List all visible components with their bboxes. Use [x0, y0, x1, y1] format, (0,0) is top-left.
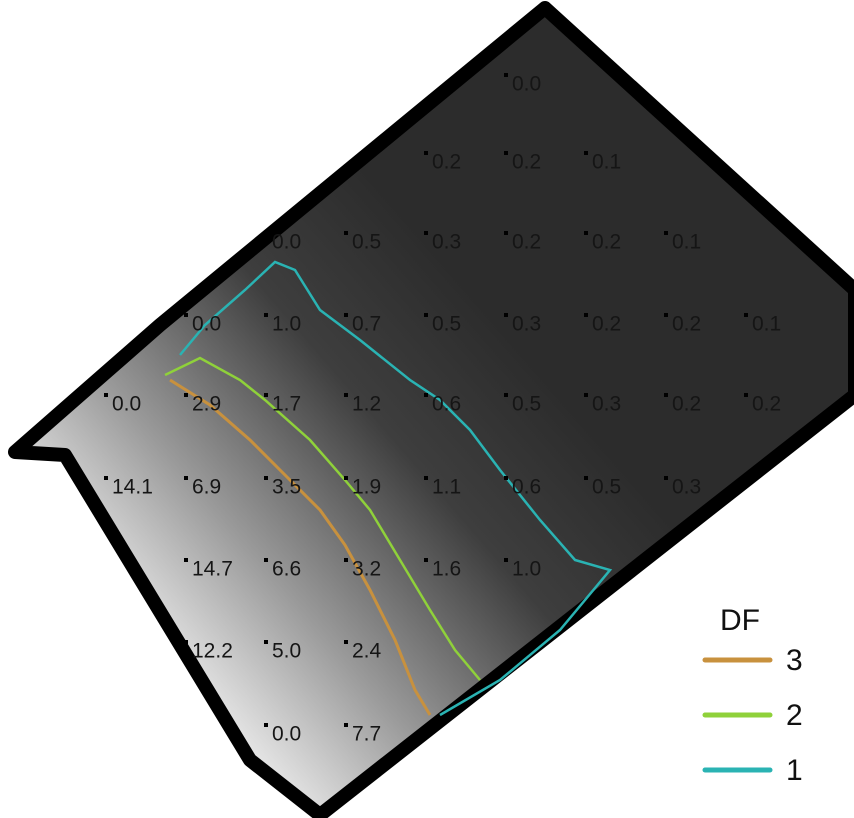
grid-point	[264, 723, 268, 727]
df-value: 0.2	[752, 393, 781, 416]
df-value: 7.7	[352, 723, 381, 746]
df-value: 0.5	[512, 393, 541, 416]
grid-point	[424, 313, 428, 317]
grid-point	[504, 313, 508, 317]
df-value: 0.3	[672, 476, 701, 499]
df-value: 0.3	[512, 313, 541, 336]
grid-point	[744, 313, 748, 317]
df-value: 0.2	[512, 231, 541, 254]
df-value: 3.2	[352, 558, 381, 581]
grid-point	[664, 393, 668, 397]
grid-point	[504, 558, 508, 562]
grid-point	[424, 558, 428, 562]
grid-point	[424, 231, 428, 235]
grid-point	[344, 393, 348, 397]
df-value: 14.7	[192, 558, 233, 581]
grid-point	[264, 476, 268, 480]
df-value: 0.1	[592, 151, 621, 174]
grid-point	[584, 393, 588, 397]
df-value: 1.9	[352, 476, 381, 499]
df-value: 0.6	[432, 393, 461, 416]
grid-point	[184, 393, 188, 397]
df-value: 0.5	[432, 313, 461, 336]
df-value: 0.2	[672, 313, 701, 336]
grid-point	[184, 313, 188, 317]
df-value: 0.5	[352, 231, 381, 254]
daylight-map: DF 0.0 0.2 0.2 0.1 0.0 0.5 0.3 0.2 0.2 0.1 0.0 1.0 0…	[0, 0, 854, 818]
df-value: 0.1	[752, 313, 781, 336]
df-value: 5.0	[272, 640, 301, 663]
df-value: 1.0	[272, 313, 301, 336]
df-value: 1.2	[352, 393, 381, 416]
grid-point	[184, 640, 188, 644]
grid-point	[264, 313, 268, 317]
df-value: 2.4	[352, 640, 382, 663]
grid-point	[424, 476, 428, 480]
df-value: 3.5	[272, 476, 301, 499]
df-value: 0.0	[272, 723, 301, 746]
grid-point	[664, 313, 668, 317]
grid-point	[184, 476, 188, 480]
df-value: 1.7	[272, 393, 301, 416]
grid-point	[344, 476, 348, 480]
grid-point	[424, 393, 428, 397]
df-value: 0.2	[512, 151, 541, 174]
df-value: 0.0	[192, 313, 221, 336]
grid-point	[504, 393, 508, 397]
df-value: 0.7	[352, 313, 381, 336]
legend-label: 2	[786, 699, 803, 732]
df-value: 1.0	[512, 558, 541, 581]
df-value: 14.1	[112, 476, 153, 499]
grid-point	[504, 151, 508, 155]
legend-title: DF	[720, 604, 760, 637]
df-value: 0.2	[432, 151, 461, 174]
grid-point	[344, 640, 348, 644]
grid-point	[584, 313, 588, 317]
grid-point	[504, 476, 508, 480]
df-value: 0.6	[512, 476, 541, 499]
df-value: 6.9	[192, 476, 221, 499]
grid-point	[504, 73, 508, 77]
grid-point	[344, 231, 348, 235]
grid-point	[344, 313, 348, 317]
grid-point	[504, 231, 508, 235]
grid-point	[344, 723, 348, 727]
grid-point	[184, 558, 188, 562]
df-value: 0.0	[272, 231, 301, 254]
df-value: 0.3	[432, 231, 461, 254]
df-value: 0.2	[592, 313, 621, 336]
grid-point	[584, 231, 588, 235]
df-value: 1.1	[432, 476, 461, 499]
df-value: 0.2	[672, 393, 701, 416]
grid-point	[264, 558, 268, 562]
grid-point	[664, 231, 668, 235]
df-value: 12.2	[192, 640, 233, 663]
df-value: 1.6	[432, 558, 461, 581]
grid-point	[584, 151, 588, 155]
df-value: 0.0	[112, 393, 141, 416]
grid-point	[104, 393, 108, 397]
legend-label: 3	[786, 644, 803, 677]
df-value: 0.3	[592, 393, 621, 416]
grid-point	[264, 640, 268, 644]
df-value: 0.5	[592, 476, 621, 499]
df-value: 0.0	[512, 73, 541, 96]
df-value: 0.2	[592, 231, 621, 254]
grid-point	[104, 476, 108, 480]
grid-point	[264, 231, 268, 235]
grid-point	[264, 393, 268, 397]
df-value: 6.6	[272, 558, 301, 581]
grid-point	[664, 476, 668, 480]
legend-label: 1	[786, 754, 803, 787]
grid-point	[744, 393, 748, 397]
df-value: 0.1	[672, 231, 701, 254]
grid-point	[424, 151, 428, 155]
grid-point	[584, 476, 588, 480]
grid-point	[344, 558, 348, 562]
df-value: 2.9	[192, 393, 221, 416]
